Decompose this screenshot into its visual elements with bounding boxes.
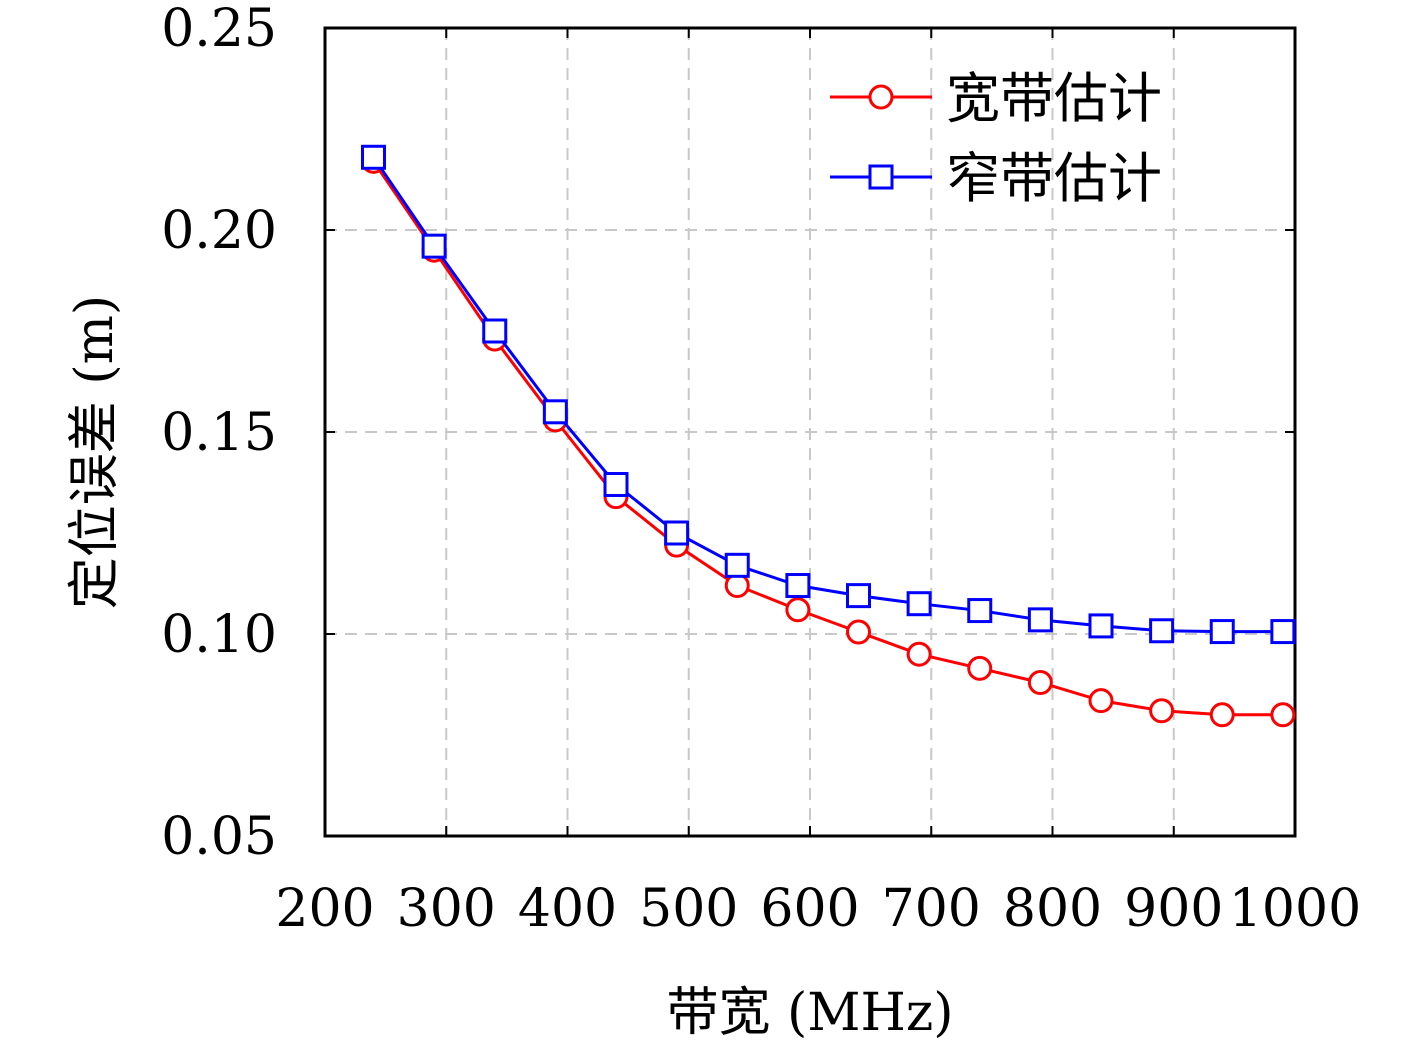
- x-tick-label: 1000: [1229, 879, 1361, 939]
- data-point: [361, 144, 386, 170]
- data-point: [785, 573, 811, 599]
- data-point: [1027, 669, 1053, 695]
- data-point: [664, 520, 690, 546]
- x-tick-label: 300: [397, 879, 496, 939]
- y-tick-label: 0.10: [161, 605, 277, 665]
- data-point: [1088, 688, 1114, 714]
- data-point: [1149, 618, 1175, 644]
- data-point: [967, 598, 993, 624]
- legend-marker: [868, 84, 894, 110]
- data-point: [785, 597, 811, 623]
- y-tick-label: 0.25: [161, 0, 277, 59]
- data-point: [846, 583, 871, 609]
- data-point: [846, 619, 871, 645]
- data-point: [1270, 702, 1296, 728]
- data-point: [906, 641, 932, 667]
- data-point: [603, 472, 629, 498]
- data-point: [967, 655, 993, 681]
- data-point: [1209, 619, 1235, 645]
- data-point: [906, 591, 932, 617]
- x-tick-label: 800: [1003, 879, 1102, 939]
- x-axis-label: 带宽 (MHz): [666, 983, 953, 1043]
- data-point: [1027, 607, 1053, 633]
- grid: [325, 28, 1295, 836]
- data-point: [1088, 613, 1114, 639]
- legend-marker: [868, 164, 894, 190]
- legend-label: 宽带估计: [946, 67, 1162, 130]
- data-point: [1149, 698, 1175, 724]
- data-point: [542, 399, 568, 425]
- series-layer: [361, 144, 1296, 728]
- x-tick-label: 900: [1124, 879, 1223, 939]
- data-point: [1270, 619, 1296, 645]
- series-line: [372, 160, 1283, 717]
- x-tick-label: 600: [760, 879, 859, 939]
- x-tick-label: 400: [518, 879, 617, 939]
- series-narrowband: [361, 144, 1296, 645]
- series-line: [372, 156, 1283, 634]
- data-point: [724, 552, 750, 578]
- x-tick-label: 500: [639, 879, 738, 939]
- x-tick-label: 700: [882, 879, 981, 939]
- data-point: [1209, 702, 1235, 728]
- legend-label: 窄带估计: [946, 147, 1162, 210]
- y-axis-label: 定位误差 (m): [65, 295, 125, 609]
- y-tick-label: 0.20: [161, 201, 277, 261]
- x-tick-label: 200: [275, 879, 374, 939]
- data-point: [482, 318, 508, 344]
- y-tick-label: 0.05: [161, 807, 277, 867]
- axis-ticks: 200 300 400 500 600 700 800 900 1000 0.05 0.10 0.15…: [161, 0, 1361, 939]
- data-point: [421, 233, 447, 259]
- y-tick-label: 0.15: [161, 403, 277, 463]
